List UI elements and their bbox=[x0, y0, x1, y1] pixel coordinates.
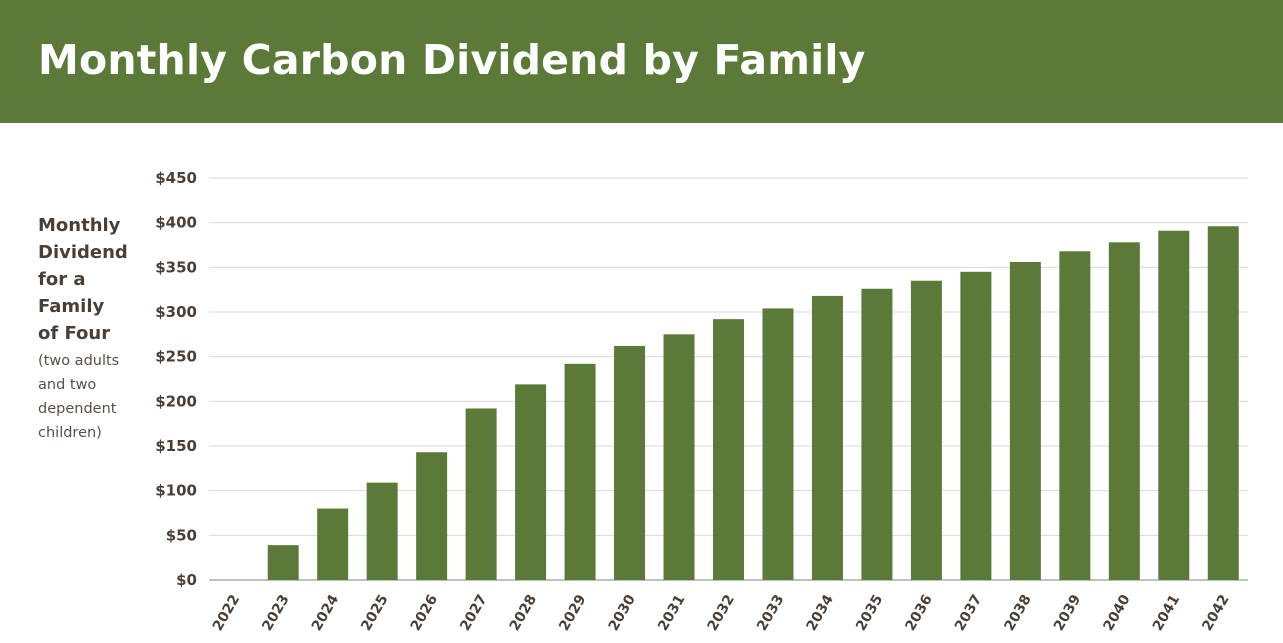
x-tick-label: 2036 bbox=[903, 592, 936, 634]
bar bbox=[564, 363, 596, 580]
x-tick-label: 2032 bbox=[705, 592, 738, 634]
y-tick-label: $350 bbox=[155, 258, 197, 276]
x-tick-label: 2038 bbox=[1001, 592, 1034, 634]
bar bbox=[811, 295, 843, 580]
bar bbox=[1108, 242, 1140, 580]
x-tick-label: 2041 bbox=[1150, 592, 1183, 634]
y-tick-label: $450 bbox=[155, 169, 197, 187]
y-axis-label-note: (two adults and two dependent children) bbox=[38, 349, 148, 445]
y-axis-note-line: and two bbox=[38, 377, 97, 393]
y-tick-label: $400 bbox=[155, 214, 197, 232]
y-axis-label-line: Dividend bbox=[38, 242, 128, 263]
bar bbox=[713, 319, 744, 580]
y-axis-ticks: $0 $50 $100 $150 $200 $250 $300 $350 $400 $450 bbox=[155, 169, 197, 589]
y-axis-label-line: Monthly bbox=[38, 215, 121, 236]
bar bbox=[1207, 226, 1239, 580]
y-axis-note-line: children) bbox=[38, 425, 102, 441]
x-tick-label: 2033 bbox=[754, 592, 787, 634]
bar bbox=[267, 545, 299, 580]
bar bbox=[1009, 261, 1041, 580]
x-tick-label: 2035 bbox=[853, 592, 886, 634]
bar bbox=[515, 384, 547, 580]
y-tick-label: $100 bbox=[155, 482, 197, 500]
y-tick-label: $300 bbox=[155, 303, 197, 321]
x-tick-label: 2037 bbox=[952, 592, 985, 634]
x-tick-label: 2024 bbox=[309, 592, 342, 634]
bar bbox=[1059, 251, 1091, 580]
bars bbox=[267, 226, 1239, 580]
x-tick-label: 2027 bbox=[457, 592, 490, 634]
x-tick-label: 2039 bbox=[1051, 592, 1084, 634]
bar bbox=[614, 345, 646, 580]
bar bbox=[465, 408, 497, 580]
x-tick-label: 2031 bbox=[655, 592, 688, 634]
bar bbox=[317, 508, 349, 580]
bar bbox=[861, 288, 893, 580]
y-tick-label: $250 bbox=[155, 348, 197, 366]
x-tick-label: 2030 bbox=[606, 592, 639, 634]
bar bbox=[762, 308, 794, 580]
x-tick-label: 2029 bbox=[556, 592, 589, 634]
x-tick-label: 2022 bbox=[210, 592, 243, 634]
y-axis-label: Monthly Dividend for a Family of Four (t… bbox=[38, 212, 148, 445]
bar bbox=[366, 482, 398, 580]
x-tick-label: 2040 bbox=[1100, 592, 1133, 634]
y-axis-note-line: dependent bbox=[38, 401, 117, 417]
y-tick-label: $0 bbox=[176, 571, 197, 589]
x-axis-ticks: 2022 2023 2024 2025 2026 2027 2028 2029 2030 2031… bbox=[210, 592, 1233, 634]
x-tick-label: 2025 bbox=[358, 592, 391, 634]
x-tick-label: 2042 bbox=[1199, 592, 1232, 634]
bar bbox=[960, 271, 992, 580]
y-tick-label: $50 bbox=[166, 526, 197, 544]
bar-chart: $0 $50 $100 $150 $200 $250 $300 $350 $400 $450 20… bbox=[155, 169, 1248, 634]
bar bbox=[910, 280, 942, 580]
x-tick-label: 2034 bbox=[804, 592, 837, 634]
bar bbox=[663, 334, 695, 580]
bar bbox=[1158, 230, 1190, 580]
x-tick-label: 2026 bbox=[408, 592, 441, 634]
y-axis-label-line: Family bbox=[38, 296, 105, 317]
x-tick-label: 2028 bbox=[507, 592, 540, 634]
title-banner: Monthly Carbon Dividend by Family bbox=[0, 0, 1283, 123]
y-axis-note-line: (two adults bbox=[38, 353, 120, 369]
y-axis-label-line: for a bbox=[38, 269, 86, 290]
y-axis-label-main: Monthly Dividend for a Family of Four bbox=[38, 212, 148, 347]
y-tick-label: $150 bbox=[155, 437, 197, 455]
y-axis-label-line: of Four bbox=[38, 323, 111, 344]
x-tick-label: 2023 bbox=[259, 592, 292, 634]
y-tick-label: $200 bbox=[155, 392, 197, 410]
chart-title: Monthly Carbon Dividend by Family bbox=[38, 36, 866, 84]
bar bbox=[416, 452, 448, 580]
